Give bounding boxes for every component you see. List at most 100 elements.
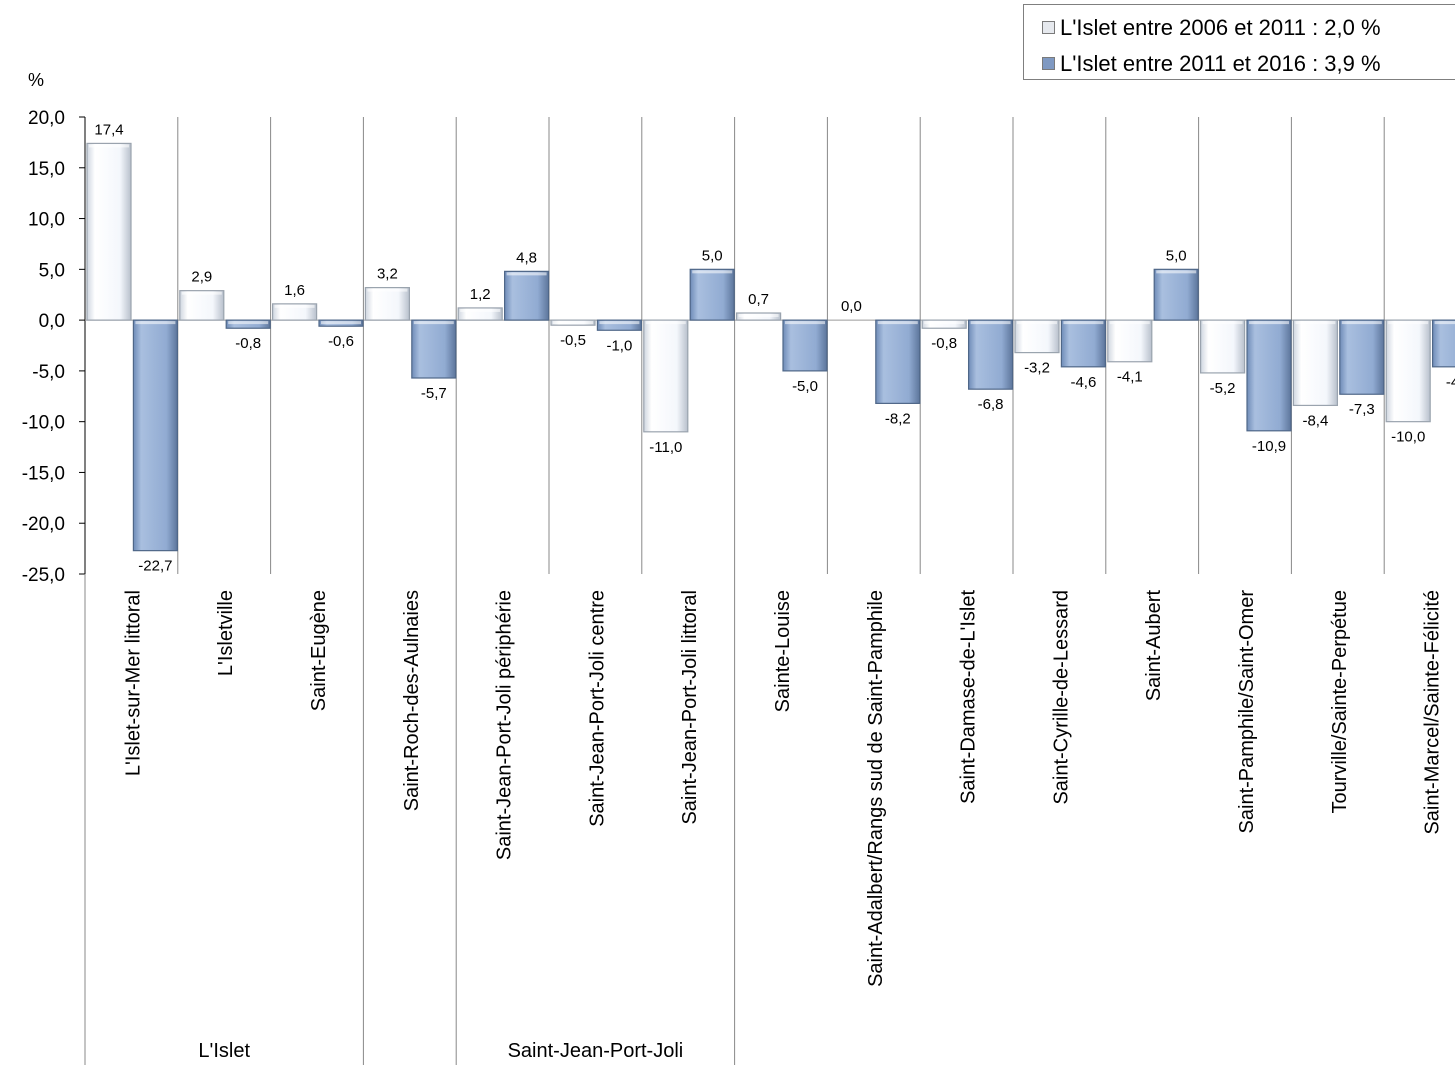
bar-highlight [599, 321, 640, 325]
bar-series-2-14 [1431, 319, 1455, 368]
bar-series-1-13 [1292, 319, 1339, 407]
bar-highlight [738, 314, 779, 318]
y-tick-label: -10,0 [22, 413, 65, 434]
legend: L'Islet entre 2006 et 2011 : 2,0 % L'Isl… [1023, 4, 1455, 80]
data-label-series-2-13: -7,3 [1349, 401, 1375, 418]
x-tick-label-14: Saint-Marcel/Sainte-Félicité [1422, 590, 1444, 835]
legend-item-series-2: L'Islet entre 2011 et 2016 : 3,9 % [1042, 51, 1381, 77]
data-label-series-2-7: -5,0 [792, 378, 818, 395]
x-tick-label-7: Sainte-Louise [772, 590, 794, 712]
x-tick-label-9: Saint-Damase-de-L'Islet [958, 590, 980, 804]
bar-series-1-3 [364, 287, 410, 321]
group-label-2: Saint-Jean-Port-Joli [508, 1040, 684, 1062]
bar-highlight [645, 321, 686, 325]
bar-series-1-12 [1199, 319, 1246, 374]
bar-series-1-10 [1014, 319, 1060, 354]
data-label-series-2-10: -4,6 [1070, 374, 1096, 391]
x-tick-label-13: Tourville/Sainte-Perpétue [1329, 590, 1351, 813]
data-label-series-1-0: 17,4 [94, 121, 123, 138]
y-tick-label: 10,0 [28, 210, 65, 231]
bar-highlight [877, 321, 918, 325]
bar-series-2-11 [1153, 268, 1199, 321]
bar-series-1-11 [1107, 319, 1153, 363]
bar-highlight [413, 321, 454, 325]
data-label-series-2-3: -5,7 [421, 385, 447, 402]
data-label-series-1-11: -4,1 [1117, 369, 1143, 386]
x-tick-label-4: Saint-Jean-Port-Joli périphérie [494, 590, 516, 860]
data-label-series-2-1: -0,8 [235, 335, 261, 352]
category-labels-group: L'Islet-sur-Mer littoral L'Isletville Sain… [122, 590, 1443, 1062]
bar-highlight [228, 321, 269, 325]
bar-highlight [924, 321, 965, 325]
bar-series-2-5 [596, 319, 643, 331]
data-label-series-1-2: 1,6 [284, 282, 305, 299]
legend-label-series-2: L'Islet entre 2011 et 2016 : 3,9 % [1060, 51, 1381, 76]
bar-highlight [1388, 321, 1429, 325]
y-axis-title: % [28, 70, 44, 90]
data-label-series-1-6: -11,0 [649, 439, 682, 456]
data-label-series-1-9: -0,8 [931, 335, 957, 352]
data-label-series-2-6: 5,0 [702, 247, 723, 264]
bar-series-1-1 [179, 290, 225, 321]
bar-highlight [1341, 321, 1382, 325]
bar-series-1-0 [86, 142, 132, 321]
data-label-series-2-11: 5,0 [1166, 247, 1187, 264]
bar-series-2-3 [411, 319, 457, 379]
y-tick-label: 0,0 [39, 311, 65, 332]
data-label-series-1-3: 3,2 [377, 266, 398, 283]
data-labels-group: 17,4 2,9 1,6 3,2 1,2 -0,5 -11,0 0,7 0,0 -0,8 -3,2 -… [94, 121, 1455, 574]
bar-series-1-9 [921, 319, 967, 329]
bar-highlight [1202, 321, 1243, 325]
data-label-series-1-13: -8,4 [1302, 412, 1328, 429]
y-tick-label: -5,0 [32, 362, 65, 383]
y-tick-label: -25,0 [22, 565, 65, 586]
bar-highlight [1063, 321, 1104, 325]
x-tick-label-1: L'Isletville [215, 590, 237, 676]
x-tick-label-8: Saint-Adalbert/Rangs sud de Saint-Pamphi… [865, 590, 887, 987]
data-label-series-2-14: -4, [1446, 374, 1455, 391]
bar-series-2-8 [875, 319, 921, 404]
legend-swatch-series-1 [1042, 21, 1055, 34]
bar-highlight [135, 321, 176, 325]
y-tick-label: 5,0 [39, 260, 65, 281]
bar-series-2-9 [967, 319, 1014, 390]
bar-highlight [367, 288, 408, 292]
data-label-series-2-4: 4,8 [516, 249, 537, 266]
bar-series-2-4 [504, 270, 550, 321]
bar-highlight [321, 321, 361, 325]
bar-highlight [1249, 321, 1289, 325]
bar-series-1-14 [1385, 319, 1431, 423]
x-tick-label-5: Saint-Jean-Port-Joli centre [586, 590, 608, 827]
bar-series-2-12 [1246, 319, 1292, 432]
bar-highlight [460, 308, 501, 312]
data-label-series-1-14: -10,0 [1391, 429, 1425, 446]
data-label-series-2-2: -0,6 [328, 333, 354, 350]
data-label-series-1-8: 0,0 [841, 298, 862, 315]
y-tick-label: 20,0 [28, 108, 65, 129]
data-label-series-1-4: 1,2 [470, 286, 491, 303]
bar-series-2-7 [782, 319, 828, 372]
bar-highlight [506, 272, 547, 276]
x-tick-label-10: Saint-Cyrille-de-Lessard [1050, 590, 1072, 805]
bar-highlight [274, 304, 315, 308]
y-tick-label: 15,0 [28, 159, 65, 180]
bar-series-1-6 [643, 319, 689, 433]
bar-series-2-1 [225, 319, 271, 329]
bar-highlight [970, 321, 1011, 325]
data-label-series-2-0: -22,7 [138, 558, 172, 575]
data-label-series-2-12: -10,9 [1252, 438, 1286, 455]
bar-series-2-13 [1339, 319, 1385, 395]
bar-highlight [181, 291, 222, 295]
data-label-series-1-10: -3,2 [1024, 360, 1050, 377]
data-label-series-1-12: -5,2 [1210, 380, 1236, 397]
bar-series-1-2 [272, 303, 318, 321]
bars-group [86, 142, 1455, 552]
data-label-series-2-8: -8,2 [885, 410, 911, 427]
data-label-series-2-5: -1,0 [606, 337, 632, 354]
bar-highlight [692, 270, 733, 274]
x-tick-label-6: Saint-Jean-Port-Joli littoral [679, 590, 701, 825]
bar-highlight [1017, 321, 1057, 325]
bar-highlight [785, 321, 825, 325]
